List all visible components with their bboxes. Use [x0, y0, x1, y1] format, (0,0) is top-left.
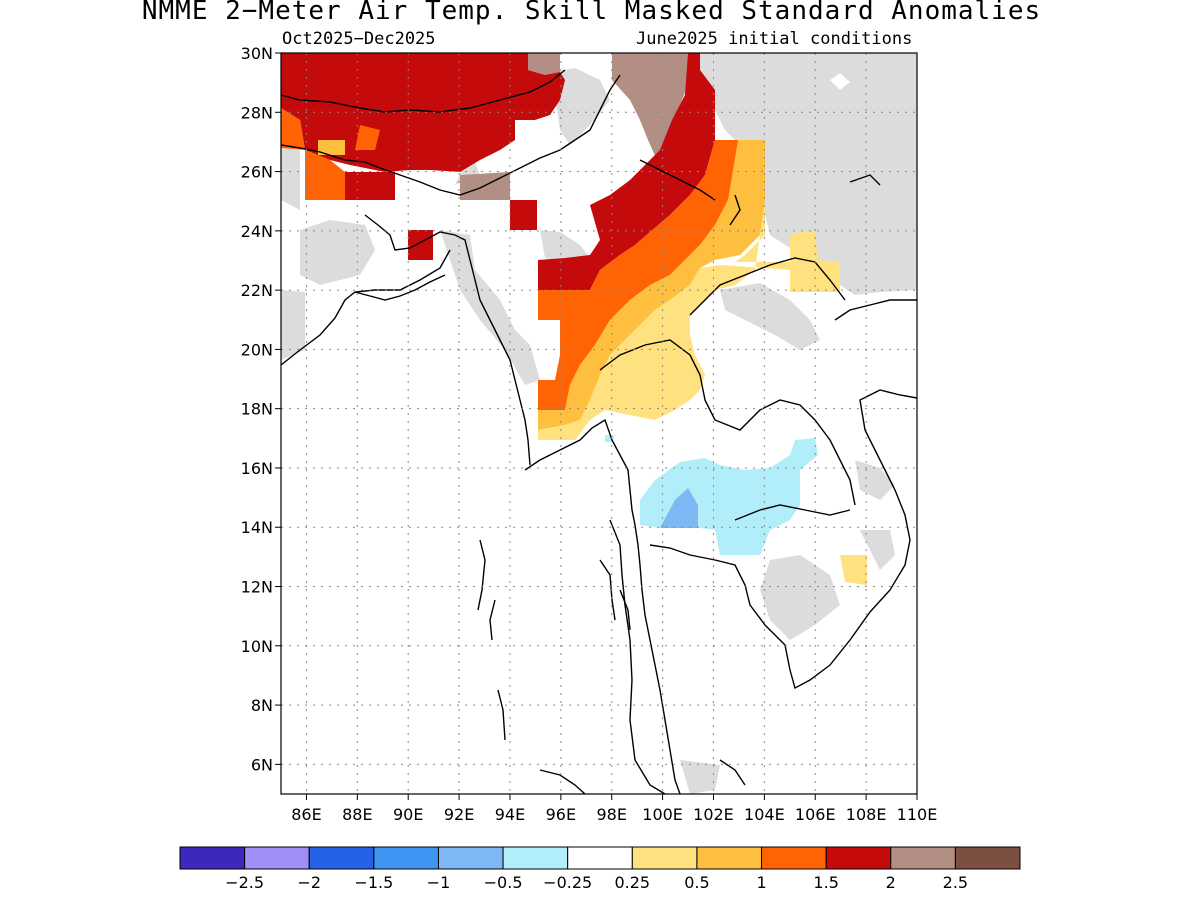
- longitude-axis: 86E 88E 90E 92E 94E 96E 98E 100E 102E 104E 106E 108…: [291, 794, 937, 824]
- lat-tick-label: 26N: [241, 163, 273, 182]
- lat-tick-label: 6N: [251, 755, 273, 774]
- lon-tick-label: 98E: [596, 805, 626, 824]
- colorbar-label: −2.5: [225, 873, 264, 892]
- colorbar-swatch: [954, 846, 1021, 870]
- colorbar-swatch: [825, 846, 892, 870]
- warm-region: [281, 108, 738, 410]
- lon-tick-label: 92E: [444, 805, 474, 824]
- moderate-cool-region: [660, 488, 698, 528]
- colorbar-label: −0.25: [543, 873, 592, 892]
- lat-tick-label: 12N: [241, 578, 273, 597]
- strong-warm-region: [281, 53, 715, 410]
- colorbar-swatch: [890, 846, 956, 870]
- colorbar-label: 0.5: [684, 873, 709, 892]
- colorbar-label: −1: [427, 873, 451, 892]
- colorbar-swatch: [567, 846, 633, 870]
- colorbar-swatch: [373, 846, 439, 870]
- colorbar-swatch: [244, 846, 310, 870]
- lat-tick-label: 24N: [241, 222, 273, 241]
- lat-tick-label: 22N: [241, 281, 273, 300]
- valid-period-label: Oct2025−Dec2025: [282, 29, 436, 49]
- colorbar-label: −0.5: [484, 873, 523, 892]
- colorbar-swatch: [631, 846, 698, 870]
- lat-tick-label: 14N: [241, 518, 273, 537]
- lat-tick-label: 16N: [241, 459, 273, 478]
- lon-tick-label: 96E: [546, 805, 576, 824]
- lon-tick-label: 102E: [693, 805, 734, 824]
- colorbar: −2.5 −2 −1.5 −1 −0.5 −0.25 0.25 0.5 1 1.5 2 2.5: [179, 846, 1021, 892]
- colorbar-label: 0.25: [614, 873, 650, 892]
- lon-tick-label: 106E: [795, 805, 836, 824]
- lat-tick-label: 8N: [251, 696, 273, 715]
- moderate-warm-region: [318, 140, 765, 430]
- lon-tick-label: 104E: [744, 805, 785, 824]
- colorbar-swatch: [437, 846, 504, 870]
- grid-lines: [281, 53, 917, 794]
- lat-tick-label: 10N: [241, 637, 273, 656]
- initial-conditions-label: June2025 initial conditions: [636, 29, 913, 49]
- lat-tick-label: 18N: [241, 400, 273, 419]
- lon-tick-label: 108E: [846, 805, 887, 824]
- colorbar-label: 2.5: [943, 873, 968, 892]
- lon-tick-label: 88E: [342, 805, 372, 824]
- colorbar-label: 1: [756, 873, 766, 892]
- lat-tick-label: 30N: [241, 44, 273, 63]
- coastlines: [281, 69, 917, 794]
- lon-tick-label: 86E: [291, 805, 321, 824]
- lon-tick-label: 110E: [897, 805, 938, 824]
- colorbar-swatch: [308, 846, 375, 870]
- lon-tick-label: 90E: [393, 805, 423, 824]
- colorbar-swatch: [696, 846, 763, 870]
- anomaly-field: [281, 53, 917, 794]
- masked-region: [281, 53, 917, 794]
- colorbar-swatch: [502, 846, 569, 870]
- slight-warm-region: [538, 200, 867, 585]
- colorbar-swatch: [761, 846, 827, 870]
- latitude-axis: 30N 28N 26N 24N 22N 20N 18N 16N 14N 12N 10N 8N 6N: [241, 44, 281, 774]
- colorbar-label: −1.5: [354, 873, 393, 892]
- map-title: NMME 2−Meter Air Temp. Skill Masked Stan…: [141, 0, 1042, 26]
- lat-tick-label: 20N: [241, 340, 273, 359]
- colorbar-swatch: [179, 846, 246, 870]
- colorbar-label: 2: [886, 873, 896, 892]
- lat-tick-label: 28N: [241, 103, 273, 122]
- colorbar-label: −2: [297, 873, 321, 892]
- lon-tick-label: 94E: [495, 805, 525, 824]
- lon-tick-label: 100E: [642, 805, 683, 824]
- map-frame: [280, 52, 918, 795]
- colorbar-label: 1.5: [813, 873, 838, 892]
